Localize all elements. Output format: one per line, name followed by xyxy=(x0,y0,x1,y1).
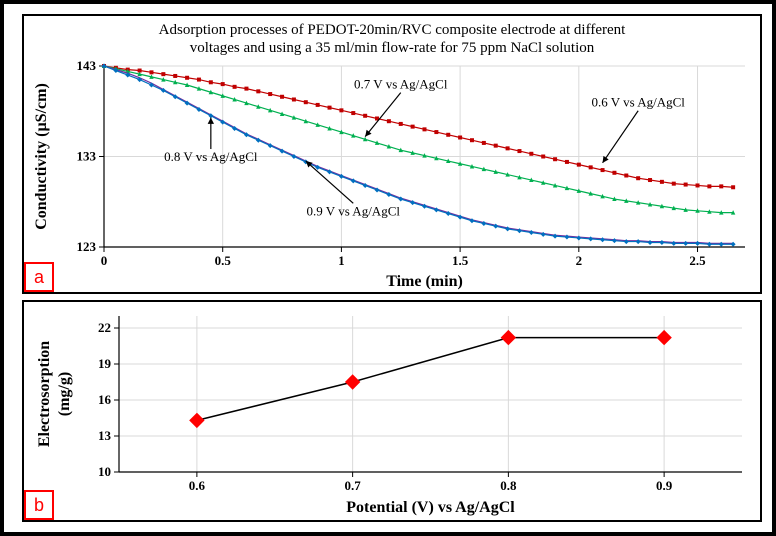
chart-b: 0.6 0.7 0.8 0.9 10 13 16 19 22 Potential (V) vs A… xyxy=(24,302,760,520)
svg-text:0.5: 0.5 xyxy=(215,253,232,268)
svg-text:10: 10 xyxy=(98,464,111,479)
svg-text:0: 0 xyxy=(101,253,108,268)
svg-text:19: 19 xyxy=(98,356,112,371)
svg-text:Adsorption processes of PEDOT-: Adsorption processes of PEDOT-20min/RVC … xyxy=(159,22,626,38)
svg-text:0.9 V vs Ag/AgCl: 0.9 V vs Ag/AgCl xyxy=(307,203,401,218)
svg-text:0.7 V vs Ag/AgCl: 0.7 V vs Ag/AgCl xyxy=(354,77,448,92)
svg-text:0.8: 0.8 xyxy=(500,478,517,493)
panel-b: 0.6 0.7 0.8 0.9 10 13 16 19 22 Potential (V) vs A… xyxy=(22,300,762,522)
figure-container: Adsorption processes of PEDOT-20min/RVC … xyxy=(0,0,776,536)
svg-text:0.7: 0.7 xyxy=(345,478,362,493)
svg-text:22: 22 xyxy=(98,320,111,335)
svg-text:13: 13 xyxy=(98,428,112,443)
svg-text:143: 143 xyxy=(77,58,97,73)
svg-text:0.6 V vs Ag/AgCl: 0.6 V vs Ag/AgCl xyxy=(591,95,685,110)
svg-text:Conductivity (µS/cm): Conductivity (µS/cm) xyxy=(33,83,50,230)
svg-text:0.9: 0.9 xyxy=(656,478,673,493)
svg-text:1.5: 1.5 xyxy=(452,253,469,268)
panel-a-label: a xyxy=(24,262,54,292)
svg-text:16: 16 xyxy=(98,392,112,407)
svg-text:voltages and using a 35 ml/min: voltages and using a 35 ml/min flow-rate… xyxy=(190,40,595,56)
panel-b-label: b xyxy=(24,490,54,520)
svg-text:2: 2 xyxy=(576,253,583,268)
svg-text:2.5: 2.5 xyxy=(689,253,706,268)
svg-text:Potential (V) vs Ag/AgCl: Potential (V) vs Ag/AgCl xyxy=(346,499,515,516)
svg-text:0.6: 0.6 xyxy=(189,478,206,493)
svg-text:Electrosorption: Electrosorption xyxy=(36,341,53,447)
svg-text:Time (min): Time (min) xyxy=(386,273,463,290)
svg-text:(mg/g): (mg/g) xyxy=(56,372,73,416)
panel-a: Adsorption processes of PEDOT-20min/RVC … xyxy=(22,14,762,294)
svg-text:123: 123 xyxy=(77,239,97,254)
svg-text:0.8 V vs Ag/AgCl: 0.8 V vs Ag/AgCl xyxy=(164,149,258,164)
chart-a: Adsorption processes of PEDOT-20min/RVC … xyxy=(24,16,760,292)
svg-text:1: 1 xyxy=(338,253,345,268)
svg-text:133: 133 xyxy=(77,149,97,164)
